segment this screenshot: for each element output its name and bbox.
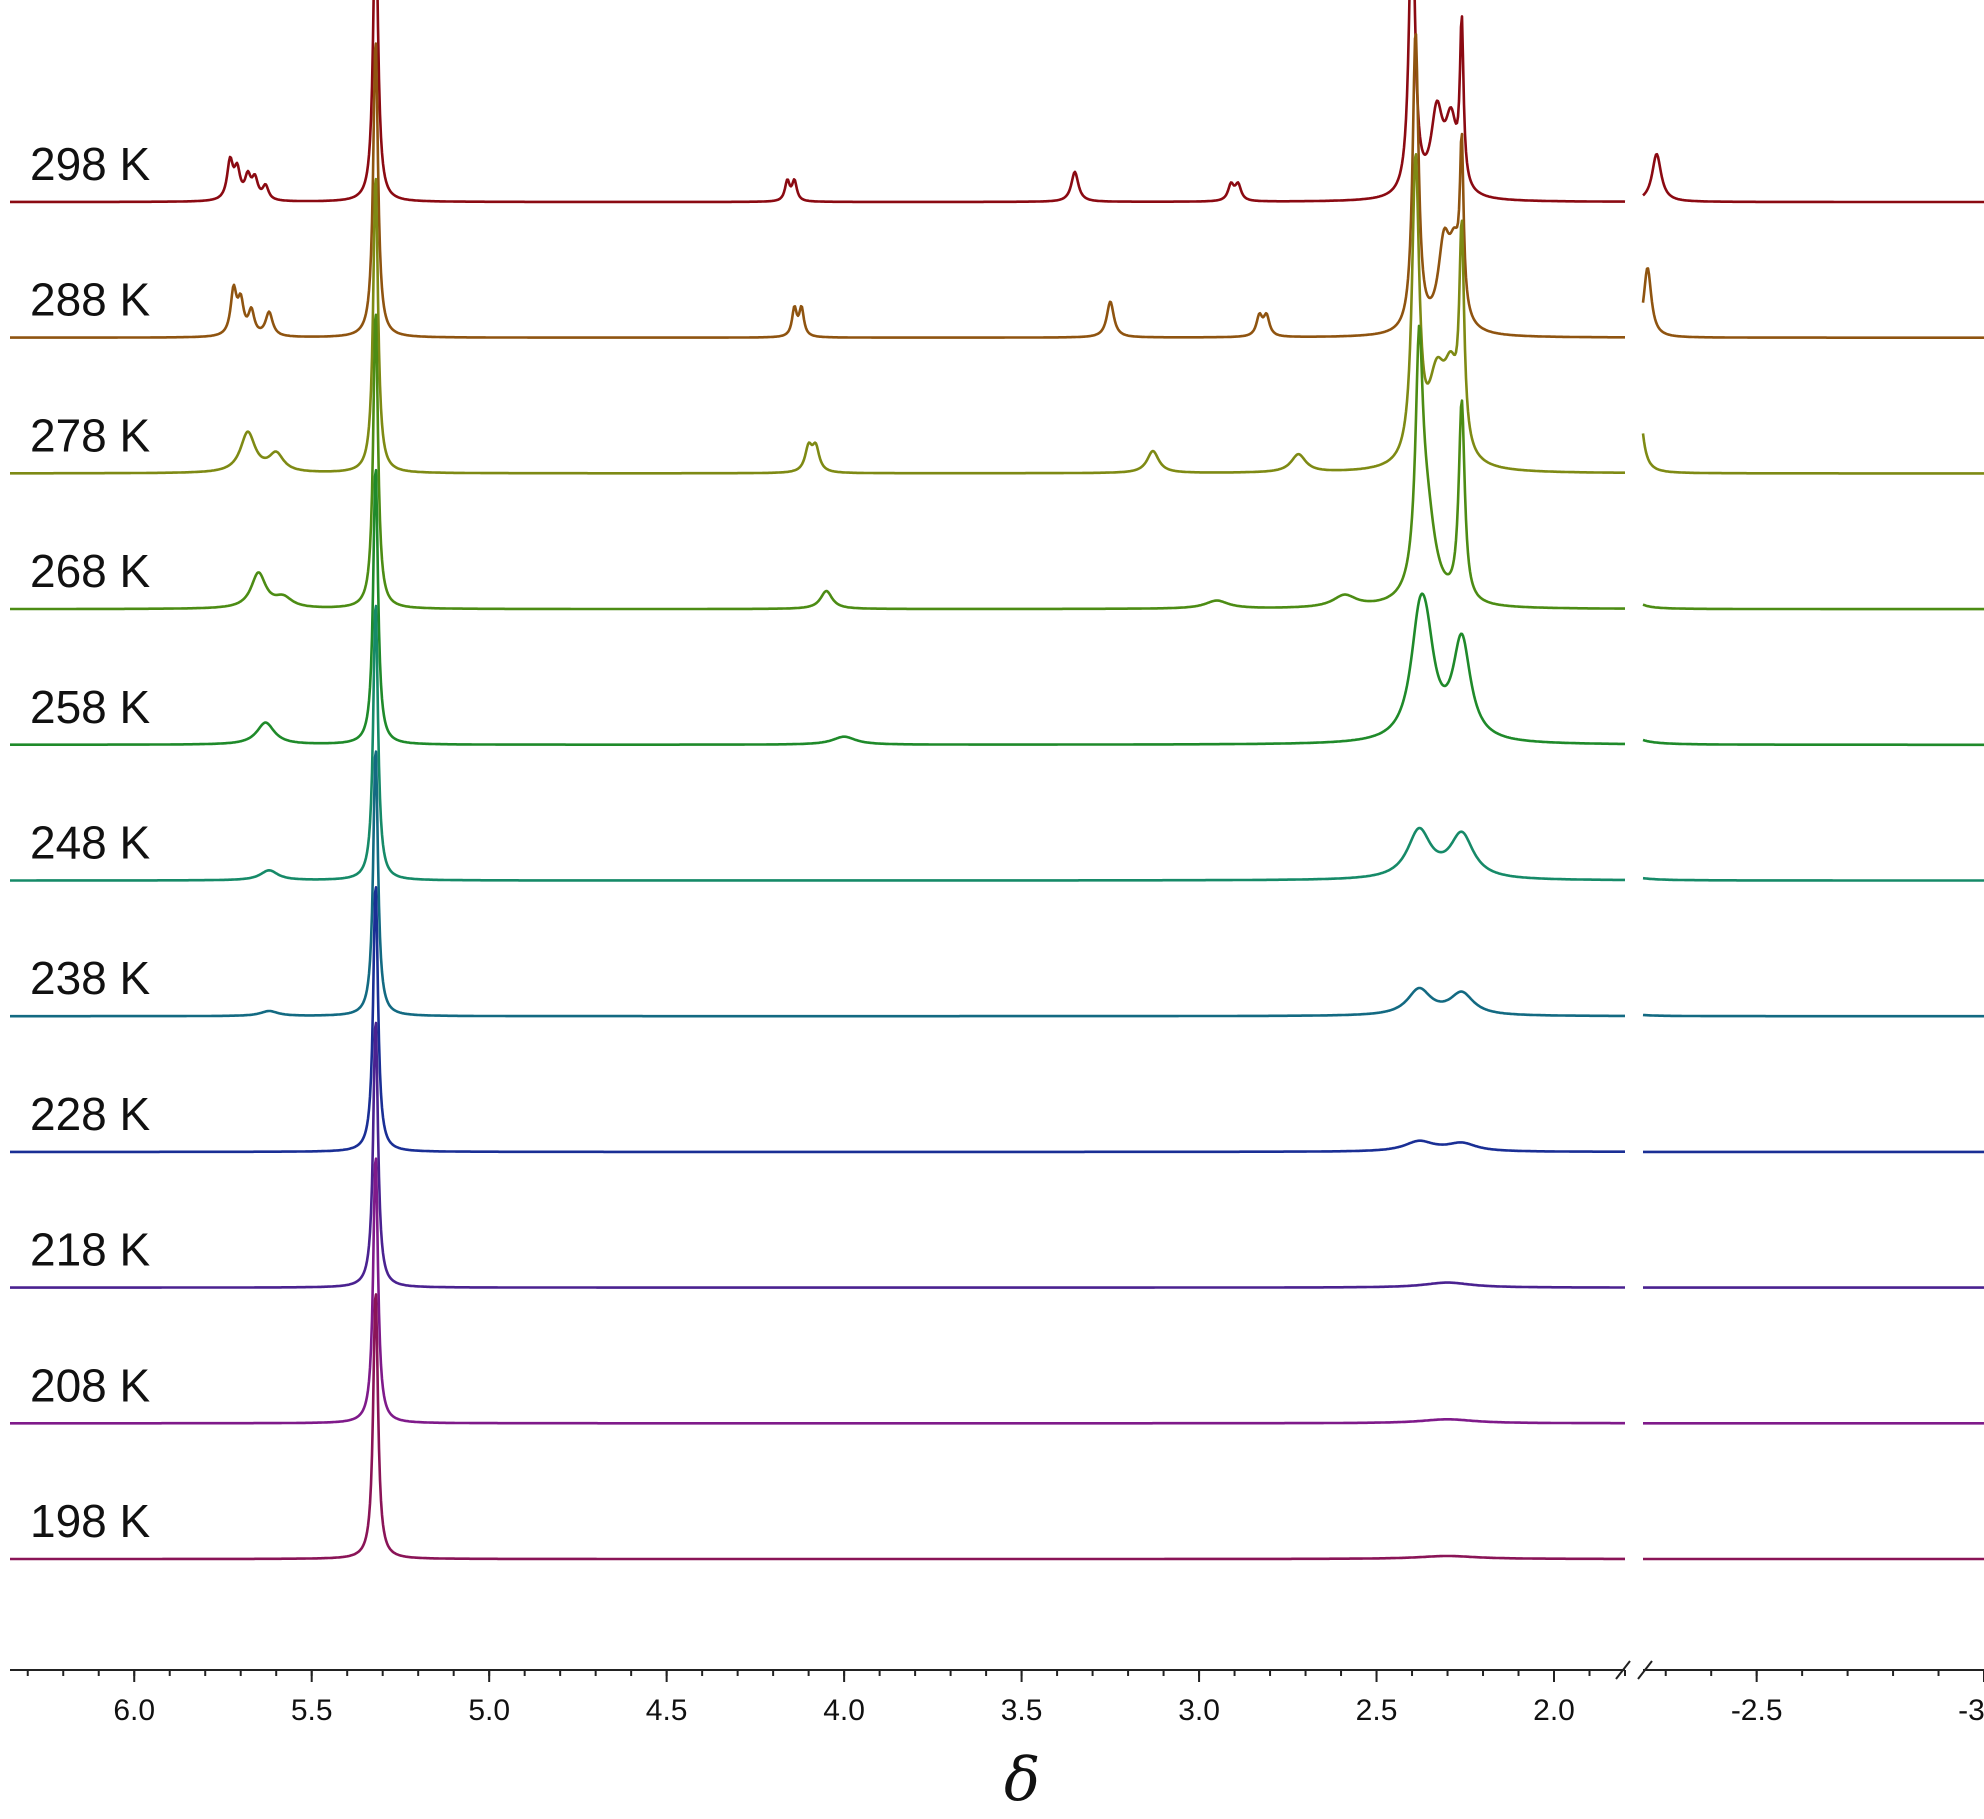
- x-axis-title: δ: [1004, 1745, 1040, 1815]
- trace-label: 218 K: [30, 1224, 151, 1276]
- spectrum-trace: [1642, 876, 1984, 882]
- spectrum-trace: [9, 1021, 1626, 1289]
- x-tick-label: 5.0: [468, 1694, 510, 1727]
- spectrum-trace: [1641, 433, 1984, 475]
- trace-label: 238 K: [30, 952, 151, 1004]
- trace-labels: 298 K 288 K 278 K 268 K 258 K 248 K 238 K 228 K…: [30, 138, 151, 1547]
- spectrum-trace: [1641, 267, 1984, 339]
- x-tick-label: 2.5: [1356, 1694, 1398, 1727]
- trace-label: 258 K: [30, 681, 151, 733]
- x-tick-label: 2.0: [1533, 1694, 1575, 1727]
- x-axis: 6.0 5.5 5.0 4.5 4.0 3.5 3.0 2.5 2.0 -2.5 -3.0: [10, 1660, 1984, 1727]
- trace-label: 208 K: [30, 1359, 151, 1411]
- spectrum-trace: [9, 750, 1626, 1018]
- axis-break-mark: [1615, 1660, 1631, 1680]
- x-tick-label: -3.0: [1958, 1694, 1984, 1727]
- spectrum-trace: [1642, 603, 1984, 611]
- spectrum-trace: [9, 1157, 1626, 1425]
- spectrum-trace: [9, 33, 1626, 339]
- x-tick-label: 5.5: [291, 1694, 333, 1727]
- x-tick-label: 4.5: [646, 1694, 688, 1727]
- spectra-traces: [9, 0, 1984, 1561]
- trace-label: 278 K: [30, 409, 151, 461]
- trace-label: 268 K: [30, 545, 151, 597]
- trace-label: 298 K: [30, 138, 151, 190]
- spectrum-trace: [9, 313, 1626, 611]
- spectrum-trace: [1642, 1013, 1984, 1018]
- spectrum-trace: [9, 886, 1626, 1154]
- trace-label: 248 K: [30, 817, 151, 869]
- trace-label: 288 K: [30, 274, 151, 326]
- spectrum-trace: [1642, 738, 1984, 747]
- spectrum-trace: [1642, 152, 1984, 204]
- spectrum-trace: [9, 604, 1626, 882]
- x-tick-label: 4.0: [823, 1694, 865, 1727]
- spectrum-trace: [9, 0, 1626, 204]
- x-tick-label: 3.5: [1001, 1694, 1043, 1727]
- axis-break-mark: [1637, 1660, 1653, 1680]
- spectrum-trace: [9, 468, 1626, 746]
- x-tick-label: 6.0: [113, 1694, 155, 1727]
- trace-label: 228 K: [30, 1088, 151, 1140]
- spectrum-trace: [9, 153, 1626, 475]
- x-tick-label: -2.5: [1731, 1694, 1783, 1727]
- trace-label: 198 K: [30, 1495, 151, 1547]
- spectrum-trace: [9, 1293, 1626, 1561]
- x-tick-label: 3.0: [1178, 1694, 1220, 1727]
